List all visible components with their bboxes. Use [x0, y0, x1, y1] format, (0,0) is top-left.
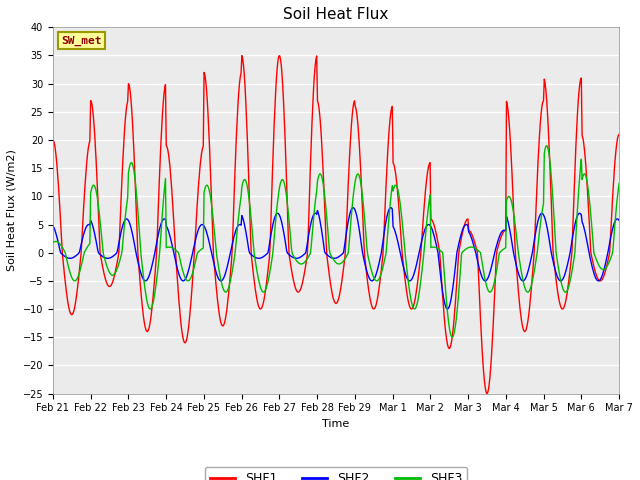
SHF1 [205, 127, 212, 133]
Y-axis label: Soil Heat Flux (W/m2): Soil Heat Flux (W/m2) [7, 149, 17, 271]
SHF1 [615, 132, 623, 137]
SHF1 [238, 53, 246, 59]
SHF3 [49, 240, 57, 246]
Line: SHF3: SHF3 [53, 145, 619, 337]
SHF2 [118, 228, 125, 234]
SHF1 [49, 137, 57, 143]
SHF2 [422, 224, 430, 229]
Text: SW_met: SW_met [61, 36, 102, 46]
SHF1 [406, 303, 413, 309]
SHF2 [205, 238, 212, 243]
SHF2 [615, 217, 623, 223]
SHF2 [49, 223, 57, 228]
X-axis label: Time: Time [323, 419, 349, 429]
SHF1 [118, 190, 125, 195]
SHF3 [422, 234, 429, 240]
SHF1 [422, 181, 430, 187]
SHF3 [405, 283, 413, 289]
SHF3 [60, 246, 67, 252]
Line: SHF1: SHF1 [53, 56, 619, 394]
Legend: SHF1, SHF2, SHF3: SHF1, SHF2, SHF3 [205, 467, 467, 480]
SHF2 [387, 205, 394, 211]
SHF3 [448, 335, 456, 340]
SHF2 [444, 306, 451, 312]
SHF3 [175, 252, 182, 257]
Line: SHF2: SHF2 [53, 208, 619, 309]
SHF2 [60, 252, 67, 258]
SHF3 [615, 180, 623, 186]
SHF2 [175, 271, 182, 277]
SHF1 [60, 258, 67, 264]
SHF3 [118, 252, 125, 258]
SHF2 [406, 278, 413, 284]
SHF1 [175, 297, 182, 303]
SHF1 [483, 391, 491, 396]
SHF3 [205, 186, 212, 192]
Title: Soil Heat Flux: Soil Heat Flux [284, 7, 388, 22]
SHF3 [543, 143, 550, 148]
